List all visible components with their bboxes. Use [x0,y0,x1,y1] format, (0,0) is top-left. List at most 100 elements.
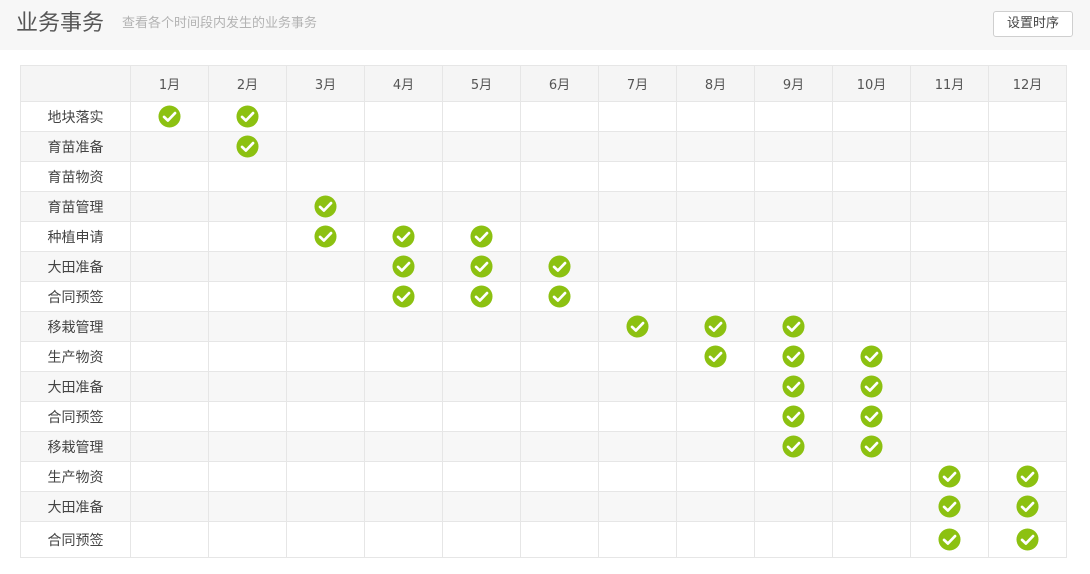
month-cell[interactable] [598,371,677,402]
month-cell[interactable] [130,431,209,462]
month-cell[interactable] [832,461,911,492]
month-cell[interactable] [364,521,443,558]
month-cell[interactable] [988,491,1067,522]
month-cell[interactable] [208,311,287,342]
month-cell[interactable] [208,521,287,558]
month-cell[interactable] [832,401,911,432]
month-cell[interactable] [442,521,521,558]
month-cell[interactable] [910,371,989,402]
month-cell[interactable] [598,401,677,432]
month-cell[interactable] [364,341,443,372]
month-cell[interactable] [520,131,599,162]
month-cell[interactable] [988,131,1067,162]
month-cell[interactable] [130,131,209,162]
month-cell[interactable] [910,461,989,492]
month-cell[interactable] [754,371,833,402]
month-cell[interactable] [832,221,911,252]
month-cell[interactable] [754,161,833,192]
month-cell[interactable] [754,281,833,312]
month-cell[interactable] [988,251,1067,282]
month-cell[interactable] [130,251,209,282]
month-cell[interactable] [130,311,209,342]
month-cell[interactable] [910,161,989,192]
month-cell[interactable] [442,161,521,192]
month-cell[interactable] [598,461,677,492]
month-cell[interactable] [130,521,209,558]
month-cell[interactable] [442,401,521,432]
month-cell[interactable] [286,401,365,432]
month-cell[interactable] [130,101,209,132]
month-cell[interactable] [520,281,599,312]
month-cell[interactable] [676,491,755,522]
month-cell[interactable] [208,401,287,432]
month-cell[interactable] [676,161,755,192]
settings-timing-button[interactable]: 设置时序 [993,11,1073,37]
month-cell[interactable] [286,191,365,222]
month-cell[interactable] [208,191,287,222]
month-cell[interactable] [520,341,599,372]
month-cell[interactable] [988,401,1067,432]
month-cell[interactable] [520,161,599,192]
month-cell[interactable] [442,431,521,462]
month-cell[interactable] [910,191,989,222]
month-cell[interactable] [364,431,443,462]
month-cell[interactable] [832,161,911,192]
month-cell[interactable] [910,101,989,132]
month-cell[interactable] [754,131,833,162]
month-cell[interactable] [910,341,989,372]
month-cell[interactable] [598,281,677,312]
month-cell[interactable] [130,281,209,312]
month-cell[interactable] [208,101,287,132]
month-cell[interactable] [286,521,365,558]
month-cell[interactable] [832,341,911,372]
month-cell[interactable] [520,221,599,252]
month-cell[interactable] [754,311,833,342]
month-cell[interactable] [442,251,521,282]
month-cell[interactable] [364,251,443,282]
month-cell[interactable] [832,191,911,222]
month-cell[interactable] [676,191,755,222]
month-cell[interactable] [364,461,443,492]
month-cell[interactable] [130,161,209,192]
month-cell[interactable] [130,491,209,522]
month-cell[interactable] [754,221,833,252]
month-cell[interactable] [520,371,599,402]
month-cell[interactable] [520,401,599,432]
month-cell[interactable] [754,191,833,222]
month-cell[interactable] [832,521,911,558]
month-cell[interactable] [910,431,989,462]
month-cell[interactable] [832,101,911,132]
month-cell[interactable] [754,461,833,492]
month-cell[interactable] [520,251,599,282]
month-cell[interactable] [520,431,599,462]
month-cell[interactable] [364,491,443,522]
month-cell[interactable] [676,251,755,282]
month-cell[interactable] [364,281,443,312]
month-cell[interactable] [988,431,1067,462]
month-cell[interactable] [676,341,755,372]
month-cell[interactable] [208,491,287,522]
month-cell[interactable] [286,221,365,252]
month-cell[interactable] [208,131,287,162]
month-cell[interactable] [754,521,833,558]
month-cell[interactable] [364,161,443,192]
month-cell[interactable] [988,221,1067,252]
month-cell[interactable] [754,341,833,372]
month-cell[interactable] [754,251,833,282]
month-cell[interactable] [520,191,599,222]
month-cell[interactable] [988,461,1067,492]
month-cell[interactable] [832,131,911,162]
month-cell[interactable] [910,251,989,282]
month-cell[interactable] [832,311,911,342]
month-cell[interactable] [442,281,521,312]
month-cell[interactable] [598,161,677,192]
month-cell[interactable] [442,341,521,372]
month-cell[interactable] [676,131,755,162]
month-cell[interactable] [286,461,365,492]
month-cell[interactable] [676,461,755,492]
month-cell[interactable] [988,161,1067,192]
month-cell[interactable] [286,431,365,462]
month-cell[interactable] [130,221,209,252]
month-cell[interactable] [676,431,755,462]
month-cell[interactable] [598,431,677,462]
